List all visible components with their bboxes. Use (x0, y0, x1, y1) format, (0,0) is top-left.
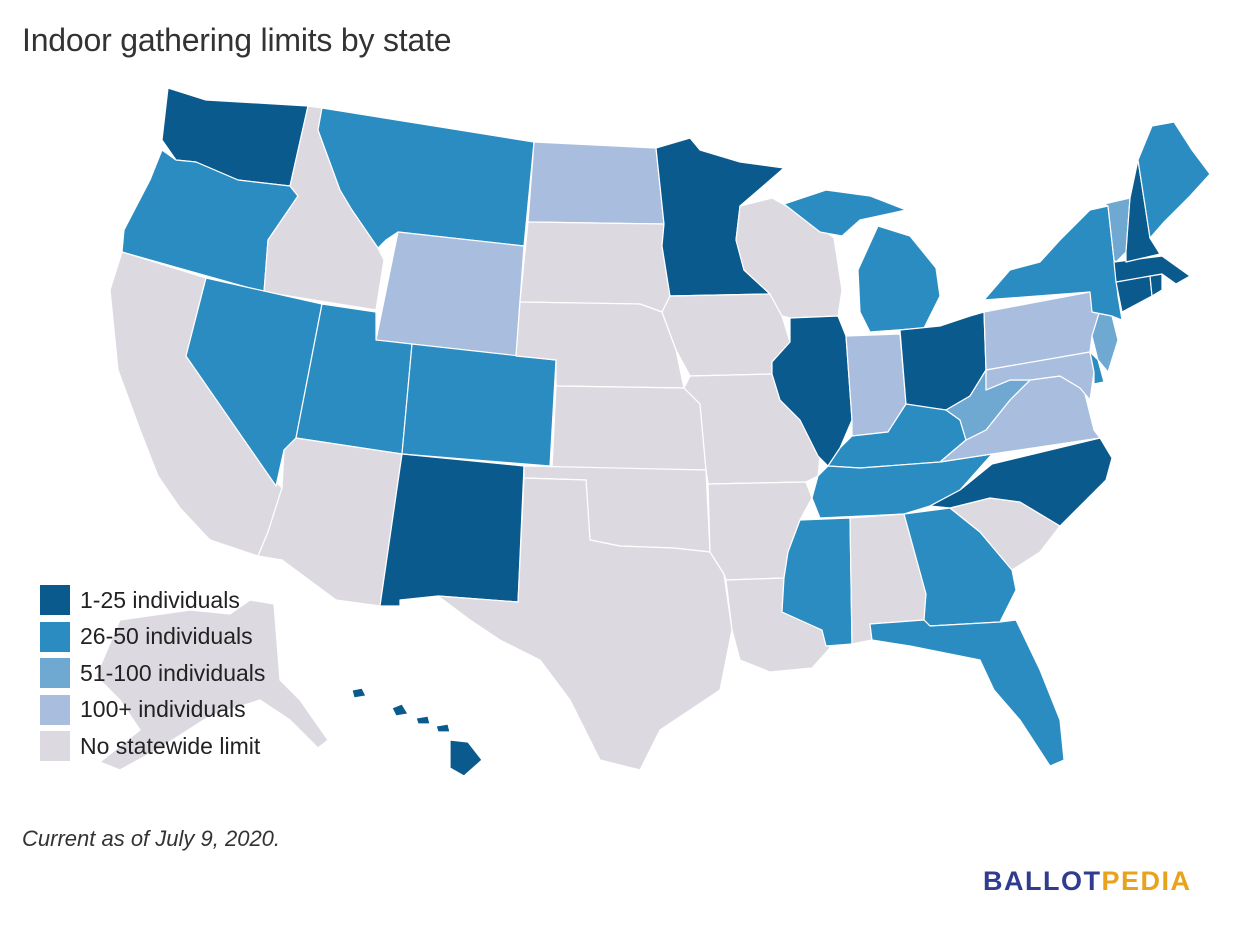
legend-swatch (40, 658, 70, 689)
footnote: Current as of July 9, 2020. (22, 826, 281, 851)
state-CO[interactable] (401, 343, 557, 467)
state-WY[interactable] (375, 231, 525, 357)
legend-label: 26-50 individuals (80, 623, 253, 650)
logo-part2: PEDIA (1101, 866, 1192, 896)
legend-label: 100+ individuals (80, 696, 246, 723)
state-ME[interactable] (1137, 121, 1211, 239)
state-NJ[interactable] (1091, 309, 1119, 373)
legend-label: 51-100 individuals (80, 659, 266, 686)
state-NC[interactable] (929, 437, 1113, 527)
state-KS[interactable] (551, 385, 707, 471)
legend-label: No statewide limit (80, 732, 261, 759)
legend-swatch (40, 731, 70, 762)
legend-item: 100+ individuals (40, 692, 265, 729)
legend: 1-25 individuals 26-50 individuals 51-100 … (40, 582, 265, 765)
map-title: Indoor gathering limits by state (22, 22, 452, 58)
state-DE[interactable] (1089, 351, 1105, 385)
legend-item: No statewide limit (40, 728, 265, 765)
state-FL[interactable] (869, 619, 1065, 767)
legend-swatch (40, 585, 70, 616)
state-SD[interactable] (519, 221, 671, 313)
logo-part1: BALLOT (983, 866, 1102, 896)
legend-item: 1-25 individuals (40, 582, 265, 619)
state-ND[interactable] (527, 141, 665, 225)
legend-swatch (40, 621, 70, 652)
state-IA[interactable] (661, 293, 791, 377)
state-MA[interactable] (1113, 255, 1191, 285)
legend-swatch (40, 694, 70, 725)
state-NM[interactable] (379, 453, 525, 607)
state-HI[interactable] (351, 687, 483, 777)
state-RI[interactable] (1149, 273, 1163, 297)
state-AK[interactable] (95, 599, 329, 771)
legend-label: 1-25 individuals (80, 586, 240, 613)
state-TX[interactable] (437, 477, 733, 771)
state-MT[interactable] (317, 107, 535, 249)
ballotpedia-logo: BALLOTPEDIA (983, 866, 1192, 897)
legend-item: 26-50 individuals (40, 619, 265, 656)
legend-item: 51-100 individuals (40, 655, 265, 692)
